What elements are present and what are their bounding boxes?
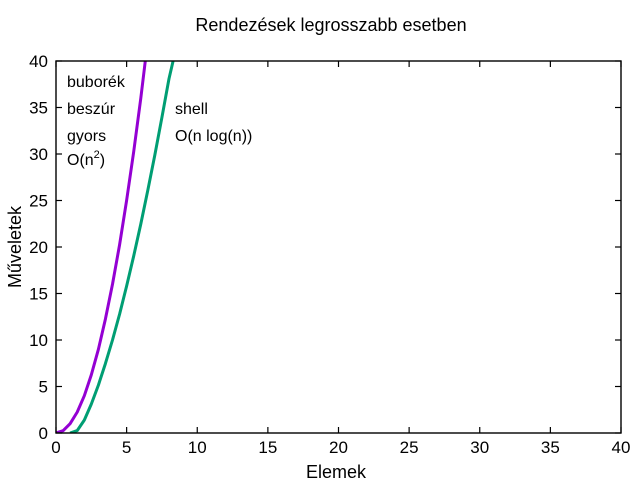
- x-tick-label: 25: [400, 438, 419, 457]
- x-tick-label: 10: [188, 438, 207, 457]
- y-tick-label: 5: [39, 378, 48, 397]
- y-axis-label: Műveletek: [5, 205, 25, 288]
- annotation-complexity-quadratic: O(n2): [67, 149, 105, 169]
- y-tick-label: 35: [29, 99, 48, 118]
- annotation-quick: gyors: [67, 128, 106, 145]
- annotation-o-close: ): [100, 152, 105, 169]
- annotation-exponent: 2: [94, 149, 100, 161]
- x-tick-label: 0: [51, 438, 60, 457]
- annotation-nlogn: shell O(n log(n)): [175, 101, 252, 145]
- series-line-2: [69, 61, 175, 433]
- x-tick-label: 5: [122, 438, 131, 457]
- annotation-complexity-nlogn: O(n log(n)): [175, 128, 252, 145]
- x-tick-label: 20: [329, 438, 348, 457]
- annotation-insertion: beszúr: [67, 101, 116, 118]
- y-tick-label: 20: [29, 238, 48, 257]
- x-tick-label: 40: [612, 438, 631, 457]
- plot-frame: [55, 60, 622, 434]
- annotation-quadratic: buborék beszúr gyors O(n2): [67, 74, 126, 169]
- y-tick-label: 40: [29, 52, 48, 71]
- y-axis: 0 5 10 15 20 25 30 35 40: [29, 52, 621, 443]
- series-line-1: [56, 61, 147, 433]
- annotation-o-prefix: O(n: [67, 152, 94, 169]
- x-tick-label: 30: [470, 438, 489, 457]
- plot-lines: [56, 61, 175, 433]
- y-tick-label: 30: [29, 145, 48, 164]
- y-tick-label: 0: [39, 424, 48, 443]
- x-axis: 0 5 10 15 20 25 30 35 40: [51, 61, 630, 457]
- x-axis-label: Elemek: [306, 462, 367, 480]
- annotation-bubble: buborék: [67, 74, 126, 91]
- y-tick-label: 25: [29, 192, 48, 211]
- chart-title: Rendezések legrosszabb esetben: [195, 15, 466, 35]
- x-tick-label: 35: [541, 438, 560, 457]
- x-tick-label: 15: [258, 438, 277, 457]
- annotation-shell: shell: [175, 101, 208, 118]
- y-tick-label: 15: [29, 285, 48, 304]
- y-tick-label: 10: [29, 331, 48, 350]
